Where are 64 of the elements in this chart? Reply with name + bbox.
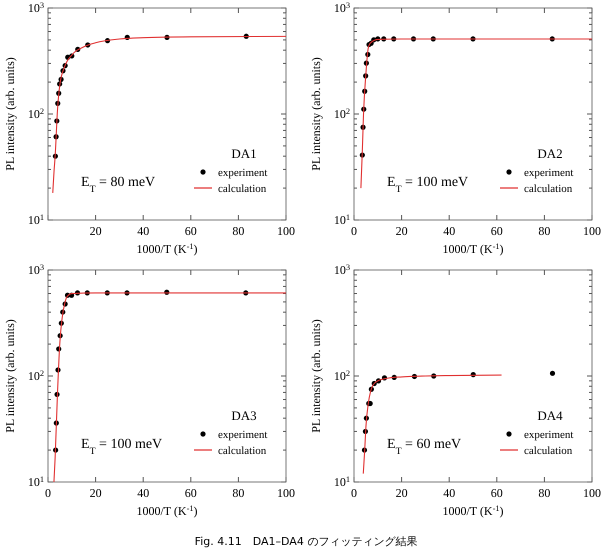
- x-axis-title: 1000/T (K$^{-1}$): [136, 242, 198, 256]
- annotation: DA4: [537, 408, 564, 423]
- y-tick-label: 10$^{1}$: [28, 212, 44, 228]
- legend-label: calculation: [524, 182, 573, 195]
- y-tick-label: 10$^{1}$: [28, 474, 44, 490]
- x-tick-label: 0: [351, 224, 357, 238]
- legend-label: calculation: [524, 444, 573, 457]
- x-tick-label: 100: [583, 224, 601, 238]
- annotation: DA2: [537, 146, 563, 161]
- y-tick-label: 10$^{1}$: [334, 474, 350, 490]
- y-axis-title: PL intensity (arb. units): [3, 319, 17, 433]
- y-tick-label: 10$^{1}$: [334, 212, 350, 228]
- x-tick-label: 80: [232, 224, 244, 238]
- x-tick-label: 100: [277, 486, 295, 500]
- legend-label: calculation: [218, 182, 267, 195]
- legend-label: experiment: [218, 166, 268, 179]
- x-axis-title: 1000/T (K$^{-1}$): [442, 242, 504, 256]
- y-tick-label: 10$^{2}$: [28, 106, 44, 122]
- x-tick-label: 60: [490, 224, 503, 238]
- y-tick-label: 10$^{3}$: [334, 262, 350, 278]
- x-tick-label: 0: [45, 486, 51, 500]
- x-tick-label: 20: [90, 486, 102, 500]
- annotation: DA1: [231, 146, 257, 161]
- annotation: E$_{T}$ = 80 meV: [81, 175, 156, 194]
- x-tick-label: 20: [396, 224, 408, 238]
- y-tick-label: 10$^{2}$: [334, 106, 350, 122]
- x-tick-label: 80: [538, 224, 550, 238]
- y-axis-title: PL intensity (arb. units): [309, 57, 323, 171]
- x-axis-title: 1000/T (K$^{-1}$): [442, 504, 504, 518]
- y-axis-title: PL intensity (arb. units): [309, 319, 323, 433]
- x-tick-label: 20: [396, 486, 408, 500]
- annotation: E$_{T}$ = 60 meV: [387, 437, 462, 456]
- legend-label: experiment: [524, 428, 574, 441]
- point: [550, 370, 556, 376]
- x-tick-label: 80: [232, 486, 244, 500]
- y-tick-label: 10$^{2}$: [28, 368, 44, 384]
- line-series: [52, 36, 287, 194]
- x-tick-label: 80: [538, 486, 550, 500]
- caption: Fig. 4.11 DA1–DA4 のフィッティング結果: [194, 535, 418, 548]
- y-tick-label: 10$^{3}$: [28, 262, 44, 278]
- annotation: DA3: [231, 408, 257, 423]
- x-axis-title: 1000/T (K$^{-1}$): [136, 504, 198, 518]
- x-tick-label: 40: [137, 224, 150, 238]
- x-tick-label: 0: [351, 486, 357, 500]
- line-series: [362, 374, 502, 474]
- x-tick-label: 60: [184, 486, 197, 500]
- y-tick-label: 10$^{3}$: [28, 0, 44, 16]
- annotation: E$_{T}$ = 100 meV: [387, 175, 468, 194]
- x-tick-label: 40: [137, 486, 150, 500]
- y-tick-label: 10$^{2}$: [334, 368, 350, 384]
- annotation: E$_{T}$ = 100 meV: [81, 437, 162, 456]
- x-tick-label: 100: [583, 486, 601, 500]
- line-series: [53, 292, 287, 483]
- y-tick-label: 10$^{3}$: [334, 0, 350, 16]
- x-tick-label: 40: [443, 486, 456, 500]
- legend-label: experiment: [218, 428, 268, 441]
- x-tick-label: 60: [490, 486, 503, 500]
- x-tick-label: 40: [443, 224, 456, 238]
- y-axis-title: PL intensity (arb. units): [3, 57, 17, 171]
- legend-label: experiment: [524, 166, 574, 179]
- x-tick-label: 20: [90, 224, 102, 238]
- x-tick-label: 60: [184, 224, 197, 238]
- x-tick-label: 100: [277, 224, 295, 238]
- legend-label: calculation: [218, 444, 267, 457]
